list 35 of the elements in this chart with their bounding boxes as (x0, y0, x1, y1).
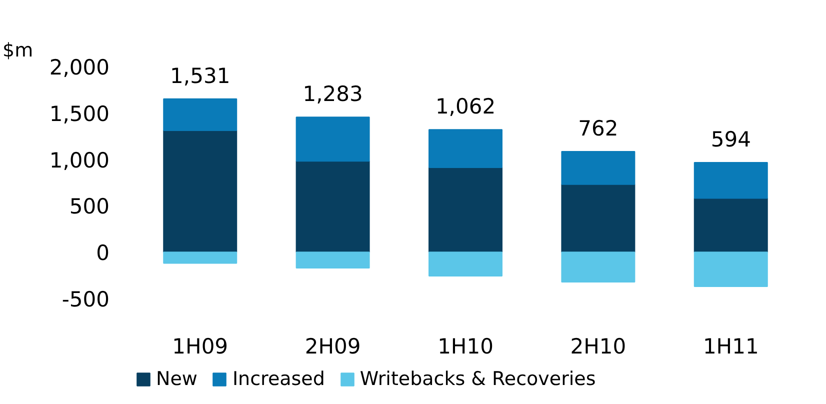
bar (296, 116, 370, 162)
total-label: 1,531 (170, 64, 230, 88)
y-tick-label: 2,000 (49, 56, 110, 80)
bar (163, 98, 238, 132)
total-label: 1,062 (435, 94, 496, 119)
bar (428, 252, 502, 277)
y-tick-label: 0 (96, 241, 110, 266)
total-label: 594 (710, 128, 751, 152)
bar (296, 160, 370, 253)
y-tick-label: -500 (62, 288, 110, 312)
y-tick-label: 1,000 (49, 148, 110, 172)
bar (163, 252, 238, 264)
y-axis-title: $m (2, 40, 34, 62)
x-tick-label: 1H11 (702, 334, 759, 358)
legend-label: Increased (232, 368, 325, 390)
legend-label: New (156, 368, 198, 390)
bar (428, 129, 502, 168)
bar (428, 166, 502, 253)
total-label: 1,283 (302, 82, 363, 106)
bar (296, 252, 370, 269)
x-tick-label: 1H09 (172, 334, 228, 358)
legend-label: Writebacks & Recoveries (360, 368, 596, 390)
bar (561, 184, 636, 253)
y-tick-label: 1,500 (49, 102, 110, 126)
x-tick-label: 1H10 (438, 334, 494, 358)
bar (163, 130, 238, 253)
y-tick-label: 500 (69, 194, 110, 219)
bar (561, 151, 636, 185)
total-label: 762 (578, 116, 618, 141)
bar (694, 198, 768, 253)
bar (561, 252, 636, 282)
bar (694, 252, 768, 288)
x-tick-label: 2H10 (570, 334, 626, 358)
x-tick-label: 2H09 (304, 334, 361, 358)
bar (694, 162, 768, 199)
